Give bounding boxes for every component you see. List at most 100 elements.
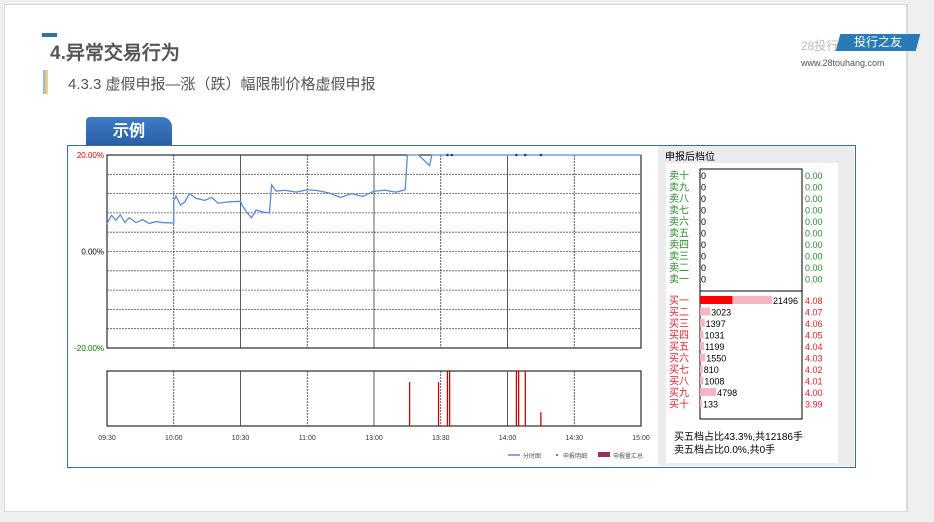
sell-volume: 0 [701, 194, 706, 204]
x-tick-label: 11:00 [299, 435, 316, 442]
subtitle-accent [43, 70, 48, 94]
order-book-chart: 卖十 0 0.00 卖九 0 0.00 卖八 0 0.00 卖七 0 0.00 卖六 0 0.00 卖五 0 0.… [669, 168, 823, 420]
sell-price: 0.00 [805, 229, 823, 239]
x-tick-label: 13:30 [432, 435, 450, 442]
sell-price: 0.00 [805, 183, 823, 193]
buy-level-label: 买六 [669, 353, 689, 365]
sell-volume: 0 [701, 229, 706, 239]
sell-price: 0.00 [805, 263, 823, 273]
buy-level-label: 买三 [669, 318, 689, 330]
x-tick-label: 14:30 [565, 435, 583, 442]
buy-level-label: 买八 [669, 376, 689, 388]
detail-marker [539, 153, 543, 157]
y-tick-label: 0.00% [81, 248, 104, 257]
buy-volume: 810 [704, 365, 719, 375]
brand-url: www.28touhang.com [801, 58, 885, 68]
sell-price: 0.00 [805, 206, 823, 216]
buy-level-label: 买五 [669, 341, 689, 353]
buy-volume: 4798 [717, 388, 737, 398]
sell-price: 0.00 [805, 275, 823, 285]
sell-price: 0.00 [805, 217, 823, 227]
buy-volume: 1031 [704, 331, 724, 341]
sell-level-label: 卖一 [669, 274, 689, 286]
sell-price: 0.00 [805, 171, 823, 181]
x-tick-label: 10:30 [232, 435, 250, 442]
buy-volume-bar [700, 296, 772, 304]
buy-new-order-bar [700, 296, 733, 304]
detail-marker [524, 153, 527, 157]
buy-volume: 1199 [705, 342, 724, 352]
sell-level-label: 卖五 [669, 228, 689, 240]
buy-level-label: 买四 [669, 330, 689, 342]
sell-volume: 0 [701, 217, 706, 227]
x-tick-label: 14:00 [499, 435, 517, 442]
sell-volume: 0 [701, 206, 706, 216]
buy-volume: 1008 [704, 377, 724, 387]
legend-label: 分时图 [523, 452, 541, 460]
example-tab: 示例 [86, 117, 172, 146]
sell-price: 0.00 [805, 252, 823, 262]
sell-volume: 0 [701, 252, 706, 262]
sell-level-label: 卖三 [669, 251, 689, 263]
brand-text: 28投行 [801, 39, 839, 53]
buy-volume: 21496 [773, 296, 798, 306]
buy-price: 4.03 [805, 354, 823, 364]
sell-level-label: 卖十 [669, 169, 689, 182]
sell-price: 0.00 [805, 194, 823, 204]
buy-price: 4.05 [805, 331, 823, 341]
sell-level-label: 卖六 [669, 216, 689, 228]
order-summary: 买五档占比43.3%,共12186手 卖五档占比0.0%,共0手 [674, 431, 803, 457]
buy-volume-bar [700, 342, 705, 350]
sell-volume: 0 [701, 275, 706, 285]
buy-volume-bar [700, 353, 706, 362]
buy-price: 4.08 [805, 296, 823, 306]
detail-marker [515, 153, 518, 157]
buy-price: 4.06 [805, 319, 823, 329]
sell-volume: 0 [701, 171, 706, 181]
sell-level-label: 卖七 [669, 205, 689, 217]
y-tick-label: 20.00% [77, 151, 104, 160]
buy-volume-bar [700, 376, 704, 385]
buy-level-label: 买二 [669, 307, 689, 319]
buy-volume-bar [700, 319, 705, 327]
buy-volume: 133 [703, 400, 718, 410]
sell-price: 0.00 [805, 240, 823, 250]
sell-level-label: 卖二 [669, 262, 689, 274]
price-line [106, 154, 641, 225]
sell-level-label: 卖四 [669, 239, 689, 251]
buy-price: 3.99 [805, 400, 823, 410]
buy-volume-bar [700, 388, 717, 396]
detail-marker [446, 153, 449, 157]
example-figure: 09:30 10:00 10:30 11:00 13:00 13:30 14:00 14:30… [67, 145, 856, 468]
y-tick-label: -20.00% [74, 344, 104, 353]
buy-summary: 买五档占比43.3%,共12186手 [674, 432, 803, 443]
sell-volume: 0 [701, 183, 706, 193]
legend-dot-icon [556, 454, 558, 456]
sell-level-label: 卖八 [669, 193, 689, 205]
sell-summary: 卖五档占比0.0%,共0手 [674, 445, 776, 456]
legend-swatch-icon [598, 452, 610, 457]
buy-level-label: 买一 [669, 295, 689, 307]
page-title: 4.异常交易行为 [50, 43, 180, 64]
buy-volume: 1397 [706, 319, 726, 329]
sell-level-label: 卖九 [669, 182, 689, 194]
buy-price: 4.01 [805, 377, 823, 387]
buy-price: 4.04 [805, 342, 823, 352]
x-tick-label: 09:30 [98, 435, 116, 442]
buy-level-label: 买七 [669, 364, 689, 376]
order-book-title: 申报后档位 [665, 152, 715, 163]
buy-volume-bar [700, 399, 702, 408]
buy-volume-bar [700, 330, 704, 339]
detail-marker [450, 153, 454, 157]
brand-badge: 投行之友 [835, 34, 921, 51]
buy-level-label: 买十 [669, 398, 689, 411]
buy-price: 4.07 [805, 308, 823, 318]
sell-volume: 0 [701, 263, 706, 273]
book-frame [699, 168, 803, 420]
buy-volume-bar [700, 365, 703, 373]
page-subtitle: 4.3.3 虚假申报—涨（跌）幅限制价格虚假申报 [68, 76, 376, 93]
buy-level-label: 买九 [669, 387, 689, 399]
x-tick-label: 13:00 [365, 435, 383, 442]
order-book-panel: 申报后档位 卖十 0 0.00 卖九 0 0.00 卖八 0 0.00 卖七 0 0.00 卖六 0 0.0… [658, 146, 854, 466]
divider [906, 4, 907, 510]
